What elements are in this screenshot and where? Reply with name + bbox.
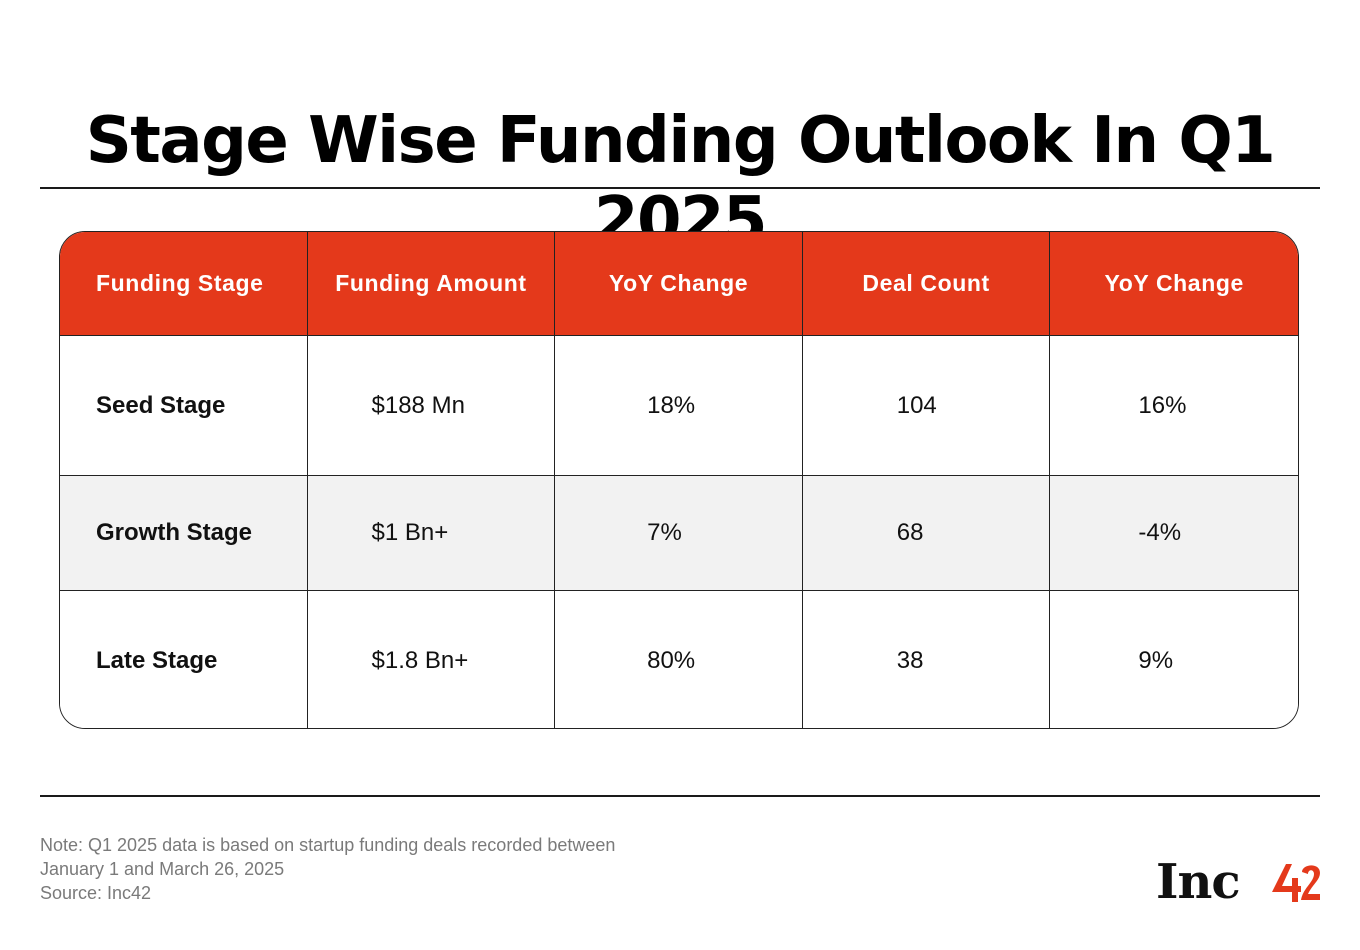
table-cell: 68: [803, 476, 1051, 590]
table-row: Seed Stage $188 Mn 18% 104 16%: [60, 335, 1298, 475]
table-cell: 80%: [555, 591, 803, 728]
logo-42-mark-icon: [1272, 864, 1320, 902]
inc42-logo: Inc: [1156, 852, 1322, 912]
funding-table: Funding Stage Funding Amount YoY Change …: [59, 231, 1299, 729]
table-cell: 38: [803, 591, 1051, 728]
table-cell: Late Stage: [60, 591, 308, 728]
note-line: Note: Q1 2025 data is based on startup f…: [40, 835, 616, 855]
table-cell: -4%: [1138, 519, 1182, 546]
table-cell: 18%: [555, 336, 803, 475]
table-row: Late Stage $1.8 Bn+ 80% 38 9%: [60, 590, 1298, 728]
page-title: Stage Wise Funding Outlook In Q1 2025: [85, 103, 1276, 258]
table-cell: 9%: [1138, 646, 1174, 674]
column-header: Deal Count: [803, 232, 1051, 335]
table-header-row: Funding Stage Funding Amount YoY Change …: [60, 232, 1298, 335]
table-cell: 7%: [555, 476, 803, 590]
source-line: Source: Inc42: [40, 883, 152, 903]
top-divider: [40, 187, 1320, 189]
column-header: YoY Change: [1104, 270, 1244, 296]
column-header: Funding Amount: [308, 232, 556, 335]
table-cell: Seed Stage: [60, 336, 308, 475]
table-row: Growth Stage $1 Bn+ 7% 68 -4%: [60, 475, 1298, 590]
table-cell: 16%: [1138, 391, 1187, 419]
table-cell: 104: [803, 336, 1051, 475]
column-header: Funding Stage: [60, 232, 308, 335]
column-header: YoY Change: [555, 232, 803, 335]
bottom-divider: [40, 795, 1320, 797]
table-cell: $1 Bn+: [308, 476, 556, 590]
footnote: Note: Q1 2025 data is based on startup f…: [40, 833, 615, 905]
note-line: January 1 and March 26, 2025: [40, 859, 285, 879]
table-cell: $1.8 Bn+: [308, 591, 556, 728]
logo-wordmark: Inc: [1156, 854, 1241, 910]
table-cell: $188 Mn: [308, 336, 556, 475]
table-cell: Growth Stage: [60, 476, 308, 590]
